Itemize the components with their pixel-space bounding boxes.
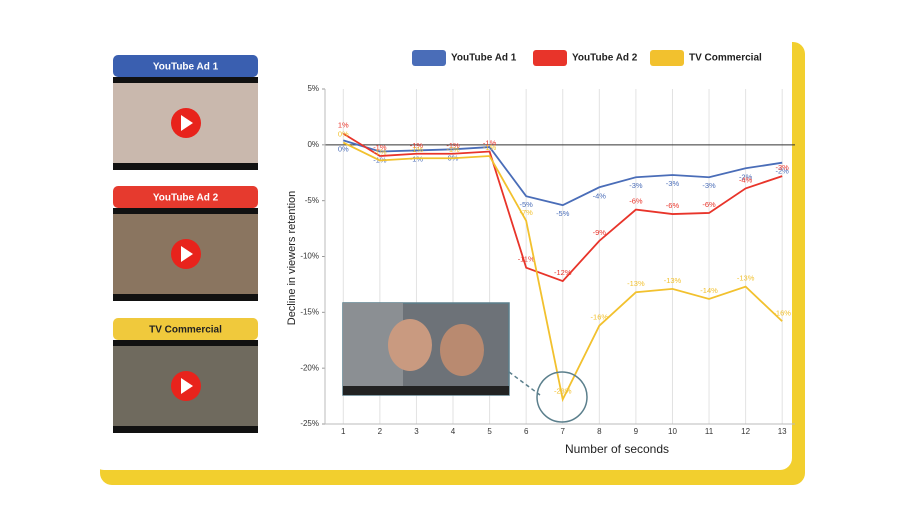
data-label: -13% <box>627 279 645 288</box>
x-tick-label: 8 <box>597 427 602 436</box>
legend-label: YouTube Ad 1 <box>451 53 517 64</box>
x-tick-label: 3 <box>414 427 419 436</box>
data-label: -3% <box>629 181 643 190</box>
data-label: -1% <box>373 143 387 152</box>
data-label: 1% <box>338 121 349 130</box>
data-label: -5% <box>519 200 533 209</box>
data-label: -5% <box>556 209 570 218</box>
data-label: 0% <box>338 144 349 153</box>
series-line <box>342 132 783 283</box>
data-label: -4% <box>739 175 753 184</box>
data-label: -2% <box>776 167 790 176</box>
x-tick-label: 12 <box>741 427 750 436</box>
inset-person <box>388 319 432 371</box>
inset-frame <box>342 302 588 423</box>
legend-swatch <box>412 50 446 66</box>
x-axis-label: Number of seconds <box>565 442 669 456</box>
data-label: -6% <box>629 197 643 206</box>
x-tick-label: 13 <box>778 427 787 436</box>
data-label: -1% <box>446 145 460 154</box>
thumb-title: TV Commercial <box>149 325 222 336</box>
series-line <box>343 139 783 207</box>
y-tick-label: 5% <box>307 84 319 93</box>
x-tick-label: 6 <box>524 427 529 436</box>
legend-label: TV Commercial <box>689 53 762 64</box>
x-tick-label: 2 <box>378 427 383 436</box>
inset-person <box>440 324 484 376</box>
data-label: -9% <box>593 228 607 237</box>
data-label: -12% <box>554 268 572 277</box>
y-axis-label: Decline in viewers retention <box>286 191 298 326</box>
y-tick-label: -25% <box>300 419 319 428</box>
data-label: -11% <box>518 255 535 264</box>
x-tick-label: 5 <box>487 427 492 436</box>
thumb-header <box>113 186 258 208</box>
y-tick-label: 0% <box>307 140 319 149</box>
x-tick-label: 7 <box>561 427 566 436</box>
card <box>92 30 792 470</box>
x-tick-label: 9 <box>634 427 639 436</box>
thumb-title: YouTube Ad 2 <box>153 193 219 204</box>
data-label: -13% <box>664 276 682 285</box>
play-icon <box>181 378 193 394</box>
thumb-header <box>113 318 258 340</box>
series-line <box>342 141 783 403</box>
x-tick-label: 10 <box>668 427 677 436</box>
data-label: -4% <box>593 191 607 200</box>
data-label: -1% <box>410 145 424 154</box>
legend-swatch <box>533 50 567 66</box>
data-label: -16% <box>591 313 609 322</box>
data-label: -7% <box>519 208 533 217</box>
data-label: -1% <box>483 143 497 152</box>
inset-controls <box>343 386 509 395</box>
play-icon <box>181 246 193 262</box>
legend-swatch <box>650 50 684 66</box>
y-tick-label: -20% <box>300 363 319 372</box>
thumb-header <box>113 55 258 77</box>
data-label: -3% <box>666 179 680 188</box>
x-tick-label: 4 <box>451 427 456 436</box>
data-label: -6% <box>702 200 716 209</box>
data-label: -13% <box>737 274 755 283</box>
data-label: -1% <box>410 141 424 150</box>
thumb-title: YouTube Ad 1 <box>153 62 219 73</box>
data-label: -16% <box>773 308 791 317</box>
legend-label: YouTube Ad 2 <box>572 53 638 64</box>
data-label: -3% <box>776 163 790 172</box>
y-tick-label: -15% <box>300 307 319 316</box>
data-label: -2% <box>739 172 753 181</box>
y-tick-label: -10% <box>300 252 319 261</box>
play-icon <box>181 115 193 131</box>
data-label: -6% <box>666 201 680 210</box>
data-label: -1% <box>373 147 387 156</box>
data-label: -14% <box>700 286 718 295</box>
data-label: -23% <box>554 386 572 395</box>
data-label: 0% <box>338 130 349 139</box>
y-tick-label: -5% <box>305 196 319 205</box>
x-tick-label: 1 <box>341 427 346 436</box>
data-label: -1% <box>446 141 460 150</box>
highlight-circle <box>536 371 588 423</box>
data-label: -1% <box>483 139 497 148</box>
data-label: -3% <box>702 181 716 190</box>
x-tick-label: 11 <box>705 427 714 436</box>
